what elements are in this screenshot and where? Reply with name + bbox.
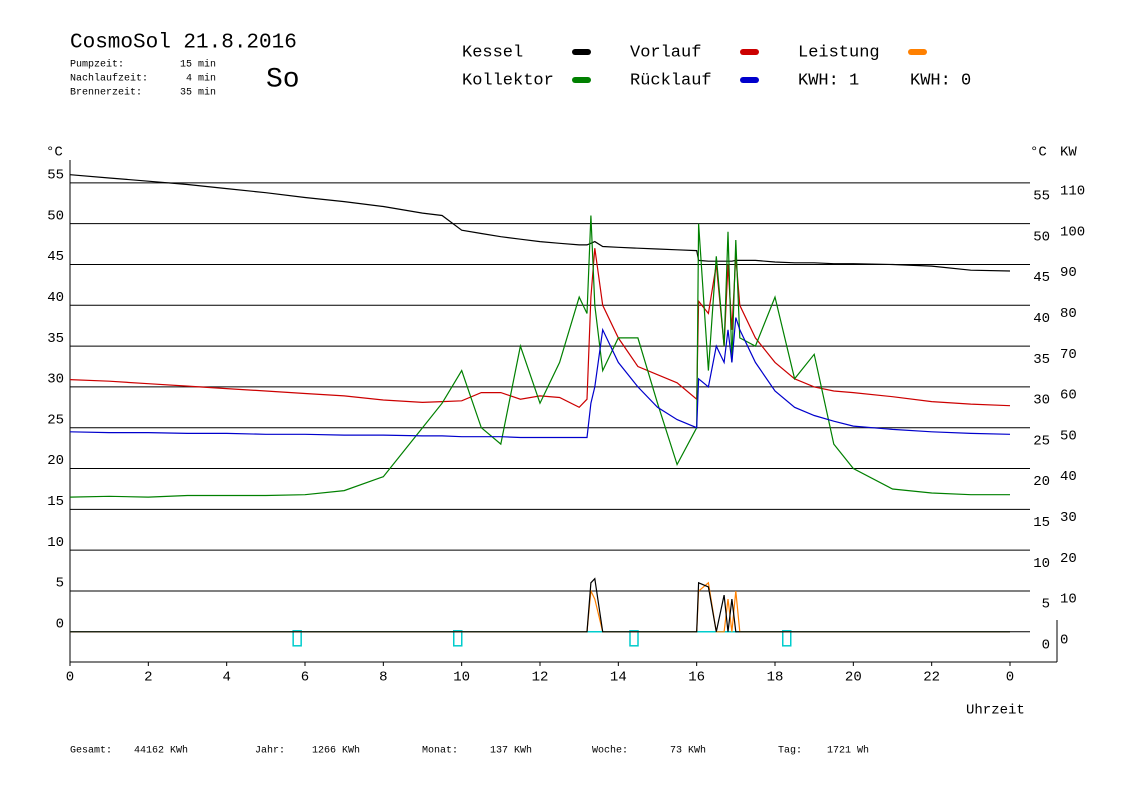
y-tick-label: 45 [47, 249, 64, 265]
y2-tick-label: 20 [1060, 551, 1077, 567]
series-line [70, 577, 1010, 633]
event-marker [453, 630, 463, 647]
y-tick-label: 5 [56, 576, 64, 592]
y-tick-label: 25 [47, 412, 64, 428]
y-tick-label-right: 10 [1033, 556, 1050, 572]
y-tick-label-right: 15 [1033, 515, 1050, 531]
legend-label: Leistung [798, 43, 880, 62]
legend-label: Vorlauf [630, 43, 701, 62]
y-tick-label-right: 45 [1033, 270, 1050, 286]
y2-tick-label: 90 [1060, 265, 1077, 281]
info-label: Brennerzeit: [70, 87, 142, 99]
y-tick-label-right: 25 [1033, 433, 1050, 449]
x-tick-label: 18 [767, 670, 784, 686]
y-tick-label: 0 [56, 617, 64, 633]
y-tick-label-right: 55 [1033, 189, 1050, 205]
y2-axis-label: KW [1060, 145, 1077, 161]
y2-tick-label: 30 [1060, 510, 1077, 526]
x-tick-label: 20 [845, 670, 862, 686]
info-value: 15 min [180, 59, 216, 71]
info-label: Pumpzeit: [70, 59, 124, 71]
x-tick-label: 14 [610, 670, 627, 686]
y2-tick-label: 110 [1060, 184, 1085, 200]
footer-value: 137 KWh [490, 745, 532, 757]
y-tick-label: 20 [47, 453, 64, 469]
footer-value: 1721 Wh [827, 745, 869, 757]
footer-label: Monat: [422, 746, 458, 757]
event-marker [292, 630, 302, 647]
footer-label: Tag: [778, 746, 802, 757]
legend-label: Rücklauf [630, 71, 712, 90]
x-tick-label: 16 [688, 670, 705, 686]
y-axis-label: °C [46, 145, 63, 161]
event-marker [782, 630, 792, 647]
info-label: Nachlaufzeit: [70, 73, 148, 85]
y-axis-label-right: °C [1030, 145, 1047, 161]
kwh-label: KWH: 1 [798, 71, 859, 90]
y-tick-label: 55 [47, 168, 64, 184]
y-tick-label: 15 [47, 494, 64, 510]
y2-tick-label: 0 [1060, 633, 1068, 649]
x-axis-label: Uhrzeit [966, 703, 1025, 719]
y-tick-label: 30 [47, 372, 64, 388]
y-tick-label: 50 [47, 208, 64, 224]
y2-tick-label: 50 [1060, 428, 1077, 444]
y2-tick-label: 60 [1060, 388, 1077, 404]
x-tick-label: 0 [1006, 670, 1014, 686]
info-value: 4 min [186, 73, 216, 85]
x-tick-label: 4 [222, 670, 230, 686]
footer-label: Woche: [592, 745, 628, 757]
y-tick-label-right: 0 [1042, 638, 1050, 654]
day: So [266, 64, 300, 95]
footer-label: Gesamt: [70, 746, 112, 757]
info-value: 35 min [180, 87, 216, 99]
x-tick-label: 8 [379, 670, 387, 686]
y-tick-label-right: 35 [1033, 352, 1050, 368]
y-tick-label-right: 5 [1042, 597, 1050, 613]
kwh-label: KWH: 0 [910, 71, 971, 90]
x-tick-label: 6 [301, 670, 309, 686]
y-tick-label-right: 20 [1033, 474, 1050, 490]
y-tick-label: 35 [47, 331, 64, 347]
series-line [69, 174, 1011, 272]
x-tick-label: 22 [923, 670, 940, 686]
footer-value: 1266 KWh [312, 745, 360, 757]
y2-tick-label: 40 [1060, 469, 1077, 485]
y-tick-label: 10 [47, 535, 64, 551]
footer-value: 44162 KWh [134, 745, 188, 757]
title: CosmoSol 21.8.2016 [70, 32, 297, 55]
legend-label: Kollektor [462, 71, 554, 90]
x-tick-label: 10 [453, 670, 470, 686]
y-tick-label-right: 50 [1033, 229, 1050, 245]
footer-label: Jahr: [255, 745, 285, 757]
series-line [69, 215, 1010, 498]
x-tick-label: 12 [532, 670, 549, 686]
y-tick-label-right: 30 [1033, 393, 1050, 409]
legend-label: Kessel [462, 43, 523, 62]
footer-value: 73 KWh [670, 745, 706, 757]
y2-tick-label: 10 [1060, 592, 1077, 608]
y2-tick-label: 100 [1060, 224, 1085, 240]
y-tick-label: 40 [47, 290, 64, 306]
x-tick-label: 0 [66, 670, 74, 686]
y-tick-label-right: 40 [1033, 311, 1050, 327]
x-tick-label: 2 [144, 670, 152, 686]
y2-tick-label: 70 [1060, 347, 1077, 363]
series-line [69, 317, 1011, 439]
y2-tick-label: 80 [1060, 306, 1077, 322]
event-marker [629, 630, 639, 647]
